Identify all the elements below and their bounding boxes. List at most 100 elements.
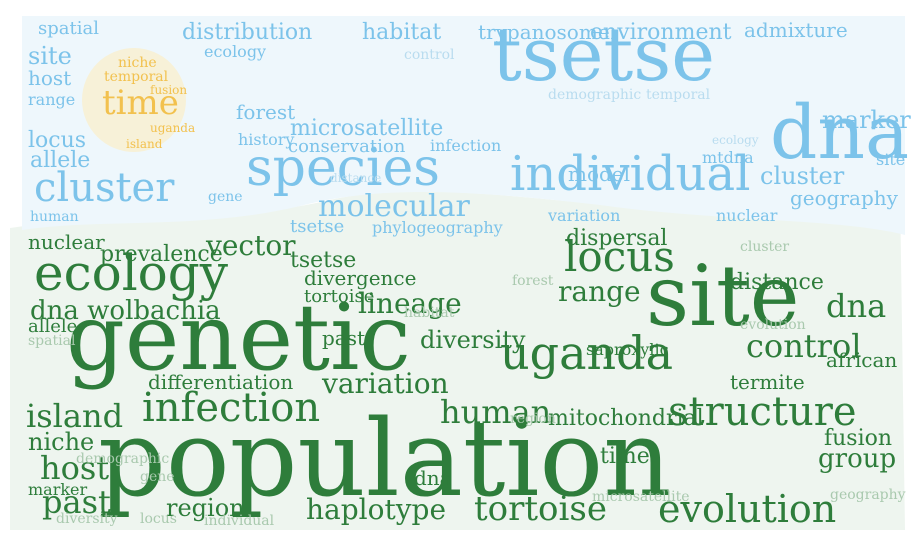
word-tsetse-small: tsetse	[290, 216, 345, 237]
word-vector: vector	[206, 229, 296, 262]
word-model: model	[568, 162, 631, 186]
word-population: population	[98, 397, 672, 520]
word-island-sun: island	[126, 137, 163, 151]
sun-shape	[82, 48, 186, 152]
word-demographic: demographic	[76, 451, 170, 467]
word-control-sky: control	[404, 47, 455, 63]
word-island: island	[26, 397, 124, 435]
word-dna-small: dna	[414, 466, 452, 490]
word-site-large: site	[646, 247, 800, 345]
word-individual-small: individual	[204, 513, 275, 529]
word-locus: locus	[564, 232, 675, 281]
word-evolution: evolution	[658, 487, 837, 531]
word-tsetse: tsetse	[492, 12, 716, 98]
word-individual: individual	[510, 146, 751, 202]
word-dna-ground: dna	[826, 287, 887, 325]
word-marker-ground: marker	[28, 480, 88, 499]
word-human-sky: human	[30, 209, 79, 225]
word-habitat: habitat	[362, 20, 442, 45]
word-mtdna: mtdna	[702, 148, 754, 167]
word-environment: environment	[590, 20, 732, 45]
word-dna: dna	[770, 90, 910, 176]
word-fusion: fusion	[824, 426, 893, 451]
word-microsatellite: microsatellite	[290, 116, 444, 141]
word-past: past	[42, 483, 111, 521]
word-range-sky: range	[28, 90, 76, 109]
word-ecology: ecology	[34, 244, 229, 302]
word-site-right: site	[876, 150, 906, 169]
word-gene-sky: gene	[208, 189, 243, 205]
word-site-sky: site	[28, 42, 72, 70]
word-distance: distance	[730, 270, 824, 295]
word-lineage: lineage	[358, 287, 462, 320]
word-distribution: distribution	[182, 20, 313, 45]
word-past-mid: past	[322, 326, 366, 350]
word-tortoise-mid: tortoise	[304, 286, 375, 307]
word-mitochondrial: mitochondrial	[548, 406, 704, 431]
word-control: control	[746, 327, 862, 365]
word-tortoise: tortoise	[474, 489, 607, 529]
word-geography: geography	[790, 186, 898, 210]
word-locus-sky: locus	[28, 128, 87, 153]
word-spatial: spatial	[38, 18, 99, 39]
word-genetic: genetic	[66, 284, 411, 391]
word-spatial-ground: spatial	[28, 333, 76, 349]
word-variation-sky: variation	[548, 206, 621, 225]
word-infection-sky: infection	[430, 136, 502, 155]
word-saproxylic: saproxylic	[586, 340, 669, 359]
word-forest-ground: forest	[512, 273, 554, 289]
word-time: time	[600, 444, 650, 469]
word-haplotype: haplotype	[306, 493, 447, 526]
word-time-sun: time	[102, 83, 179, 123]
word-admixture: admixture	[744, 18, 848, 42]
word-group: group	[818, 444, 897, 474]
word-cluster: cluster	[34, 165, 175, 211]
word-temporal-sun: temporal	[104, 69, 169, 85]
word-species: species	[246, 138, 440, 198]
word-forest: forest	[236, 100, 296, 124]
word-african: african	[826, 348, 898, 372]
word-divergence: divergence	[304, 266, 417, 290]
word-infection: infection	[142, 385, 321, 431]
word-ecology-right: ecology	[712, 133, 759, 147]
word-allele-ground: allele	[28, 316, 78, 337]
word-demographic-sky: demographic	[548, 87, 642, 103]
word-diversity-small: diversity	[56, 511, 118, 527]
word-locus-small: locus	[140, 511, 177, 527]
word-structure: structure	[668, 389, 857, 435]
ground-hill-shape	[10, 190, 905, 530]
word-history: history	[238, 130, 295, 149]
word-niche-sun: niche	[118, 55, 157, 71]
word-evolution-small: evolution	[740, 317, 806, 333]
word-geography-ground: geography	[830, 487, 906, 503]
word-distance-sky: distance	[330, 171, 382, 185]
sky-cloud-shape	[22, 16, 905, 235]
word-trypanosome: trypanosome	[478, 20, 610, 44]
word-termite: termite	[730, 370, 805, 394]
word-human: human	[440, 393, 552, 431]
word-temporal-sky: temporal	[646, 87, 711, 103]
word-conservation: conservation	[288, 136, 406, 157]
word-ecology-sky: ecology	[204, 42, 267, 61]
word-nuclear-sky: nuclear	[716, 206, 778, 225]
word-host-sky: host	[28, 66, 72, 90]
word-uganda: uganda	[500, 326, 673, 380]
word-tsetse-ground: tsetse	[290, 248, 357, 273]
word-habitat-ground: habitat	[404, 305, 455, 321]
word-phylogeography: phylogeography	[372, 218, 503, 237]
word-prevalence: prevalence	[100, 242, 223, 267]
word-molecular: molecular	[318, 189, 470, 224]
word-region: region	[166, 494, 245, 522]
word-uganda-sun: uganda	[150, 121, 196, 135]
word-host: host	[40, 449, 110, 487]
word-allele: allele	[30, 148, 91, 173]
word-differentiation: differentiation	[148, 370, 294, 394]
word-diversity: diversity	[420, 326, 526, 354]
word-variation: variation	[322, 367, 449, 400]
word-range: range	[558, 275, 641, 308]
word-microsatellite-ground: microsatellite	[592, 489, 690, 505]
word-cluster-right: cluster	[760, 162, 845, 190]
word-marker-sky: marker	[822, 106, 911, 134]
